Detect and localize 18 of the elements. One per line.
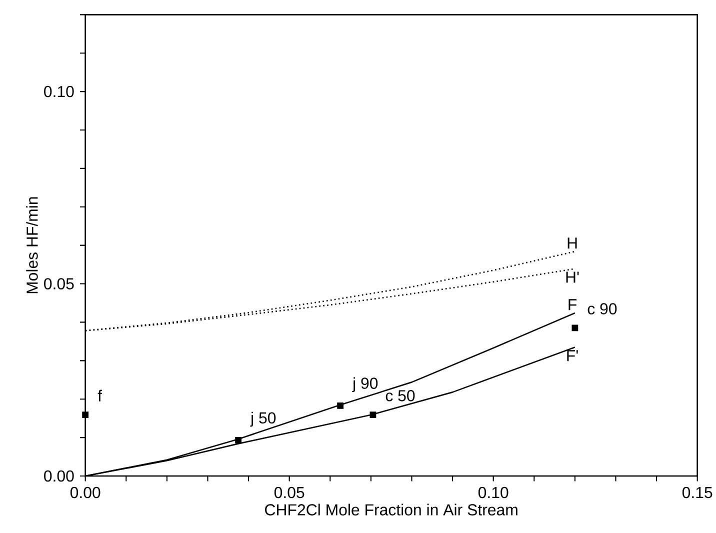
y-tick-label: 0.10 (44, 86, 74, 98)
x-axis-title: CHF2Cl Mole Fraction in Air Stream (265, 504, 518, 516)
x-tick-label: 0.15 (682, 486, 712, 498)
series-label: F' (567, 350, 578, 361)
annotation: c 90 (588, 303, 617, 314)
annotation: c 50 (386, 390, 415, 402)
y-axis-title: Moles HF/min (26, 197, 38, 294)
annotation: j 90 (352, 377, 378, 392)
y-tick-label: 0.00 (44, 470, 74, 482)
annotation: f (98, 390, 102, 402)
y-tick-label: 0.05 (44, 278, 74, 290)
series-label: F (568, 298, 577, 310)
x-tick-label: 0.10 (478, 486, 508, 498)
series-label: H (568, 237, 577, 248)
x-tick-label: 0.05 (274, 486, 304, 498)
x-tick-label: 0.00 (70, 486, 100, 498)
annotation: j 50 (250, 412, 276, 427)
series-label: H' (566, 272, 579, 283)
